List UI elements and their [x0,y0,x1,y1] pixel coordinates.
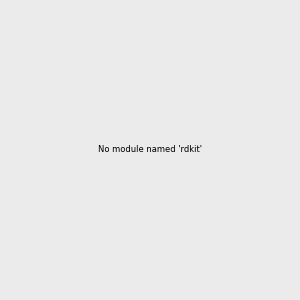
Text: No module named 'rdkit': No module named 'rdkit' [98,146,202,154]
